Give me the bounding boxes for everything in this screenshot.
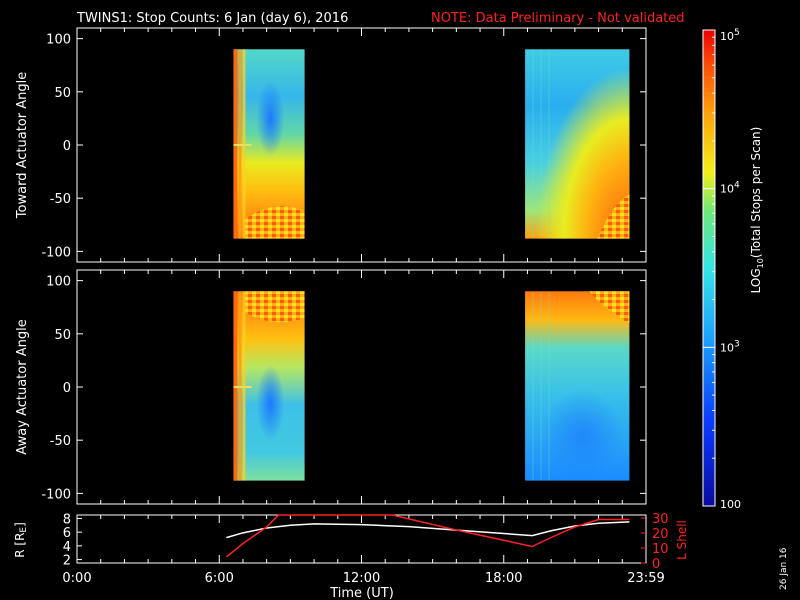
- away-stripe: [238, 291, 242, 481]
- orbit-ytick-left-label: 8: [63, 512, 71, 527]
- colorbar-tick-label: 105: [720, 28, 740, 43]
- away-heatmap: [233, 291, 630, 481]
- toward-ytick-label: -100: [41, 245, 71, 260]
- orbit-xtick-label: 12:00: [343, 571, 380, 586]
- colorbar-tick-label: 103: [720, 339, 740, 354]
- orbit-ylabel-right: L Shell: [675, 520, 689, 560]
- orbit-ytick-left-label: 4: [63, 540, 71, 555]
- orbit-lines: [225, 514, 630, 558]
- away-ytick-label: 0: [63, 381, 71, 396]
- toward-loss-cone: [256, 80, 285, 157]
- toward-stripe: [242, 49, 246, 239]
- r-series-line: [226, 521, 630, 539]
- toward-noise-region: [597, 192, 630, 239]
- away-ytick-label: 100: [46, 275, 71, 290]
- toward-block-1: [233, 49, 305, 239]
- away-noise-region: [245, 291, 305, 323]
- toward-noise-region: [245, 206, 305, 239]
- toward-block-2: [525, 49, 630, 239]
- toward-corner-glow: [525, 49, 630, 239]
- orbit-ytick-right-label: 20: [652, 527, 669, 542]
- away-panel: 100 50 0 -50 -100 Away Actuator Angle: [15, 269, 647, 505]
- toward-stripe: [238, 49, 242, 239]
- corner-date-label: 26 Jan 16: [779, 547, 789, 590]
- toward-heatmap: [233, 49, 630, 239]
- toward-ytick-label: 50: [54, 86, 71, 101]
- toward-ytick-label: 100: [46, 33, 71, 48]
- lshell-series-line: [225, 514, 630, 558]
- toward-axis: 100 50 0 -50 -100: [41, 28, 647, 262]
- orbit-ytick-left-label: 6: [63, 526, 71, 541]
- toward-ytick-label: -50: [50, 192, 71, 207]
- orbit-xtick-label: 23:59: [627, 571, 664, 586]
- colorbar-axis: 105 104 103 100: [703, 28, 741, 511]
- chart-title: TWINS1: Stop Counts: 6 Jan (day 6), 2016: [76, 11, 348, 26]
- orbit-ytick-right-label: 30: [652, 512, 669, 527]
- orbit-ytick-right-label: 10: [652, 542, 669, 557]
- orbit-ylabel-left: R [RE]: [13, 522, 29, 558]
- away-stripe: [233, 291, 238, 481]
- toward-stripe: [233, 49, 238, 239]
- orbit-ytick-left-label: 2: [63, 554, 71, 569]
- orbit-xlabel: Time (UT): [329, 586, 394, 600]
- colorbar-tick-label: 100: [720, 498, 741, 511]
- toward-ylabel: Toward Actuator Angle: [15, 72, 30, 219]
- away-loss-cone: [256, 364, 285, 441]
- orbit-xtick-label: 0:00: [62, 571, 91, 586]
- away-block-2: [525, 291, 630, 481]
- away-ylabel: Away Actuator Angle: [15, 319, 30, 454]
- away-axis: 100 50 0 -50 -100: [41, 270, 647, 504]
- colorbar-label: LOG10(Total Stops per Scan): [749, 127, 765, 294]
- away-ytick-label: -100: [41, 487, 71, 502]
- away-block-1: [233, 291, 305, 481]
- colorbar-tick-label: 104: [720, 181, 740, 196]
- away-ytick-label: -50: [50, 434, 71, 449]
- away-loss-cone: [542, 389, 623, 480]
- orbit-xtick-label: 6:00: [205, 571, 234, 586]
- away-ytick-label: 50: [54, 328, 71, 343]
- away-stripe: [242, 291, 246, 481]
- toward-ytick-label: 0: [63, 139, 71, 154]
- orbit-ytick-right-label: 0: [652, 557, 660, 572]
- toward-panel: 100 50 0 -50 -100 Toward Actuator Angle: [15, 27, 647, 263]
- chart-note: NOTE: Data Preliminary - Not validated: [431, 11, 685, 26]
- colorbar-gradient: [703, 30, 715, 506]
- colorbar: 105 104 103 100 LOG10(Total Stops per Scan): [702, 28, 765, 511]
- orbit-xtick-label: 18:00: [485, 571, 522, 586]
- away-noise-region: [589, 291, 630, 324]
